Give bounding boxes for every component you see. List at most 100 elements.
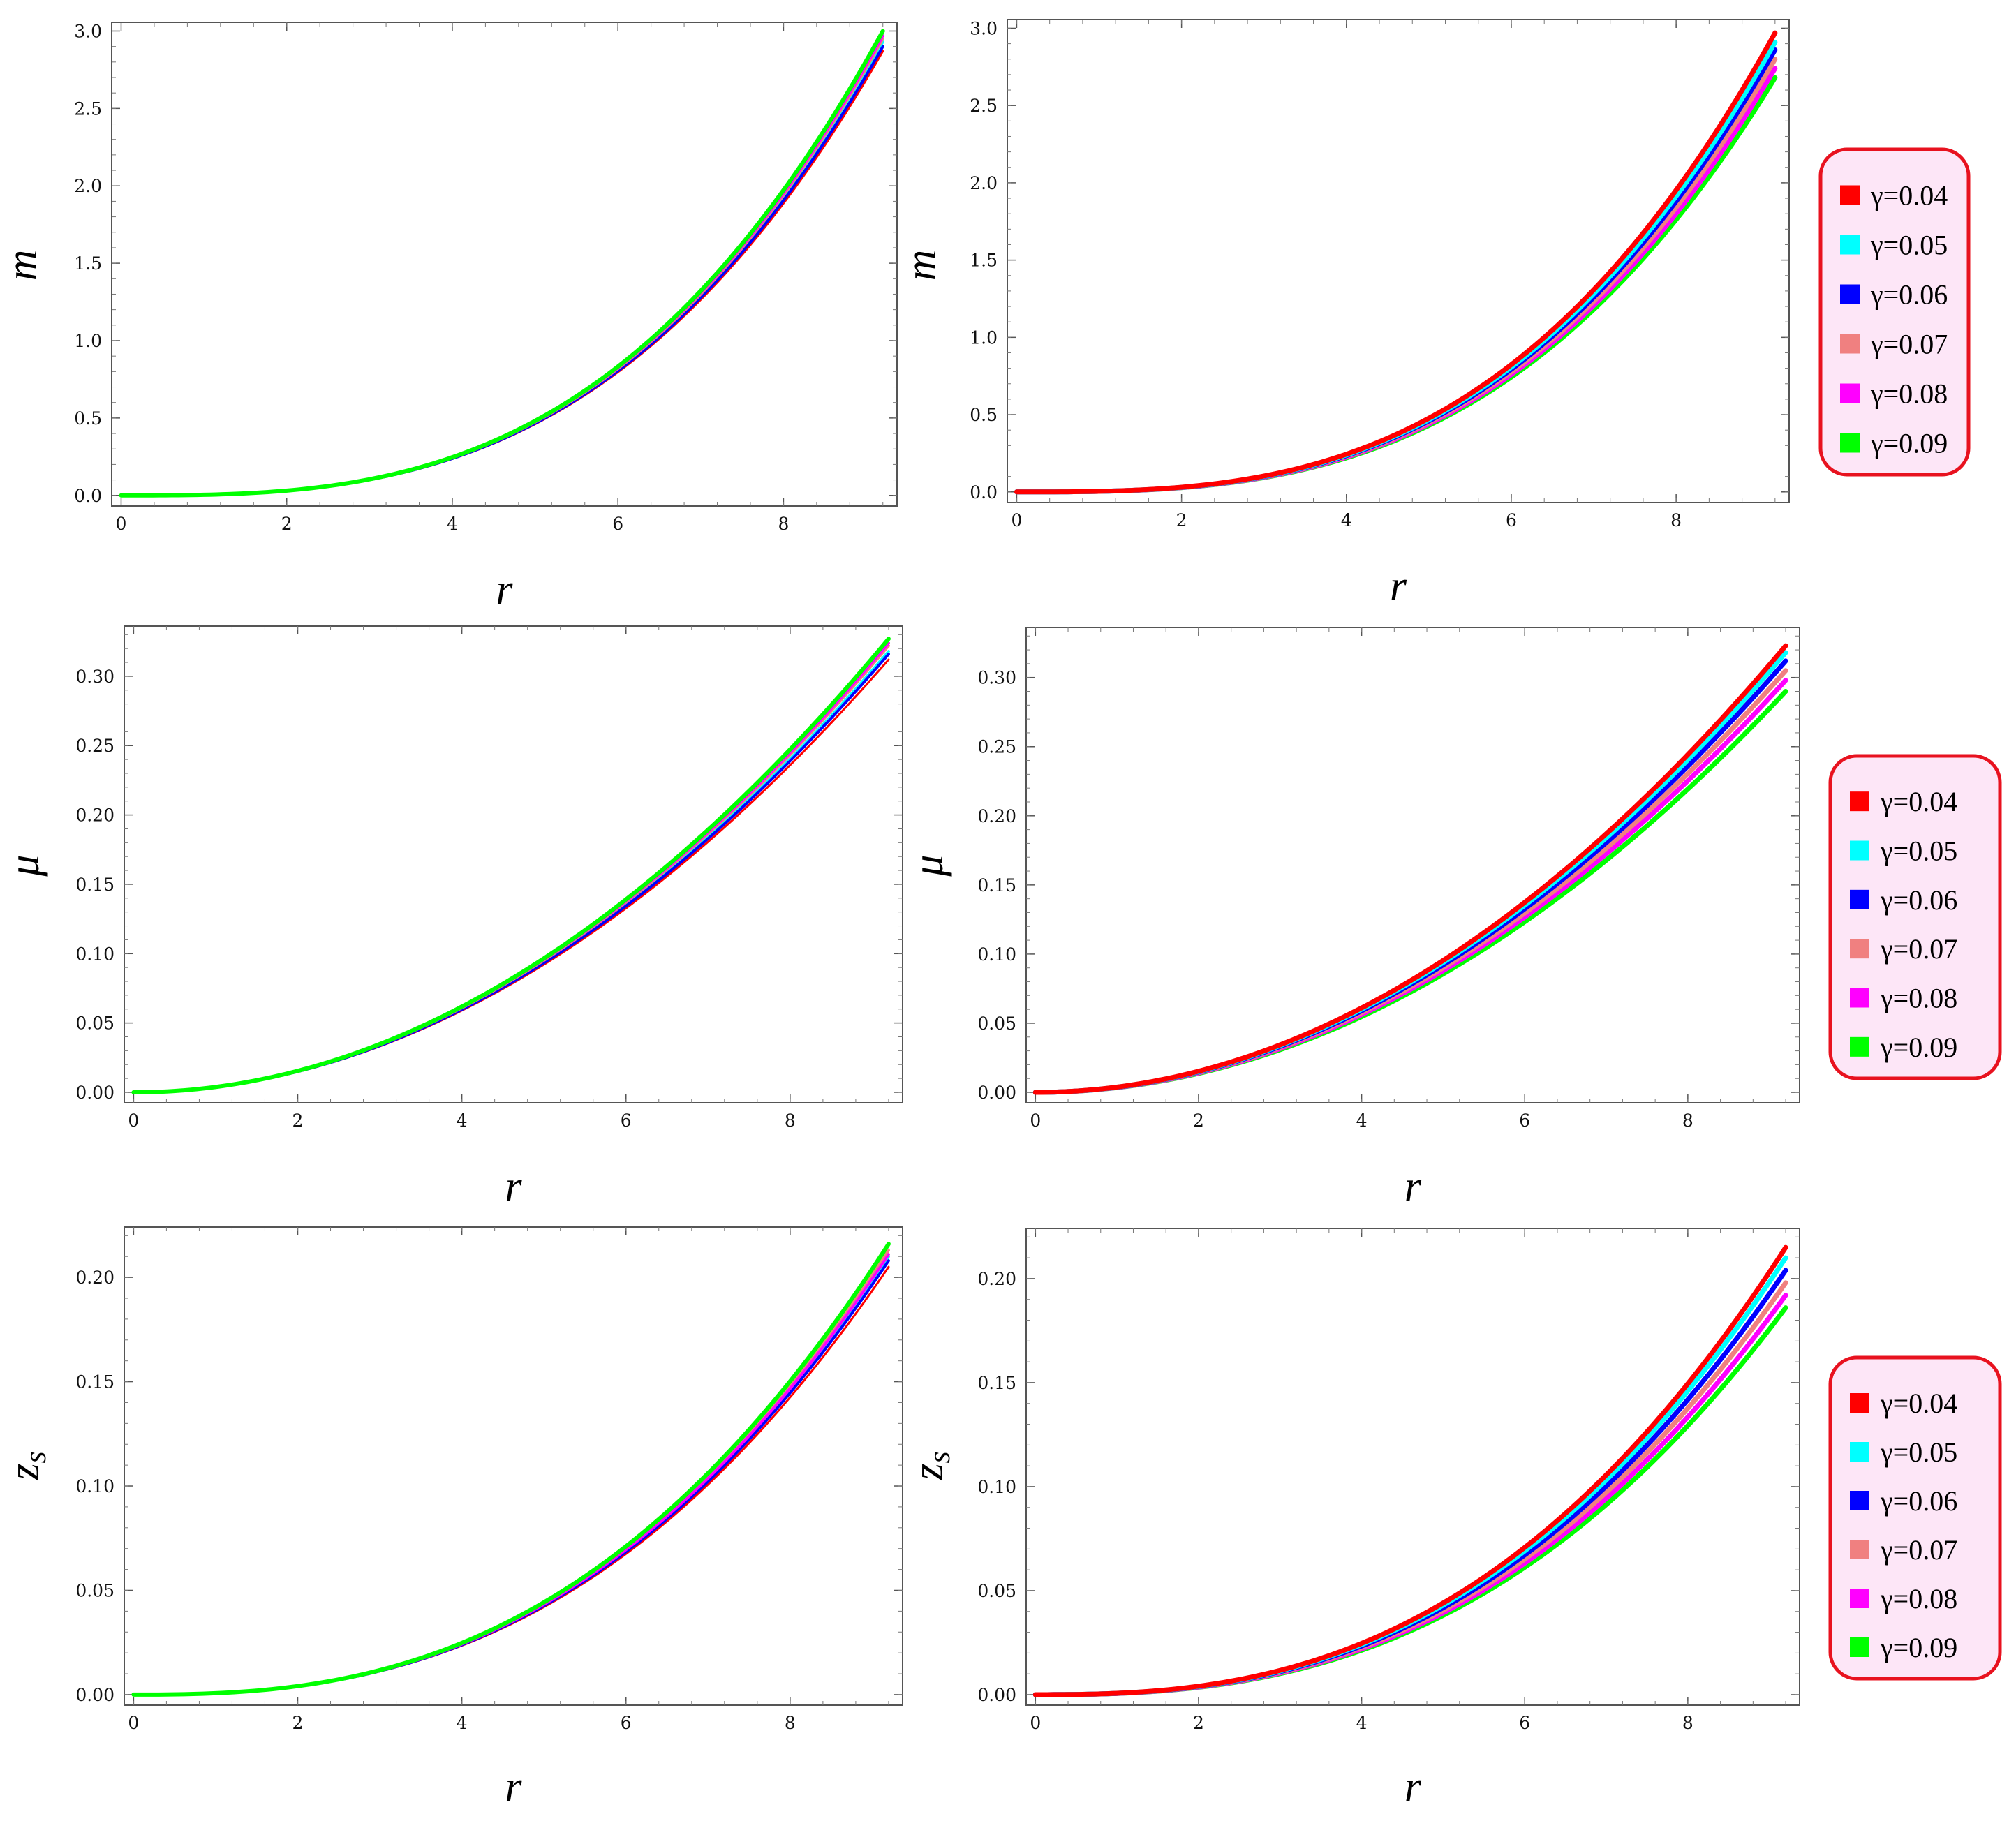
chart-panel-bottom-right: 0 2 4 6 8 0.00 0.05 0.10 0.15 0.20 r zs γ=0.04 γ=0.05…	[905, 1228, 2002, 1811]
y-tick-label: 0.30	[977, 668, 1016, 688]
y-tick-label: 0.30	[75, 667, 114, 687]
y-axis-label: m	[898, 250, 945, 281]
series-line-3	[1032, 658, 1788, 1095]
legend-label-1: γ=0.04	[1880, 1388, 1957, 1419]
x-tick-label: 8	[1682, 1110, 1693, 1131]
legend-label-6: γ=0.09	[1880, 1032, 1957, 1063]
y-tick-label: 0.20	[75, 1268, 114, 1288]
y-tick-label: 2.5	[74, 98, 102, 119]
series-line-4	[1032, 668, 1788, 1095]
y-tick-label: 0.00	[977, 1083, 1016, 1103]
series-line-2	[1014, 39, 1778, 495]
x-tick-label: 4	[1356, 1713, 1368, 1733]
y-tick-label: 0.05	[75, 1013, 114, 1034]
legend-box: γ=0.04 γ=0.05 γ=0.06 γ=0.07 γ=0.08 γ=0.09	[1828, 1355, 2002, 1681]
chart-panel-top-right: 0 2 4 6 8 0.0 0.5 1.0 1.5 2.0 2.5 3.0 r m γ=0.04 γ=0.05…	[898, 18, 1971, 610]
x-tick-label: 4	[1356, 1110, 1368, 1131]
series-line-6	[1032, 689, 1788, 1095]
x-tick-label: 0	[1030, 1713, 1041, 1733]
x-axis-label: r	[496, 566, 513, 614]
series-line-3	[132, 653, 890, 1094]
x-tick-label: 6	[1506, 510, 1517, 530]
y-tick-label: 0.05	[75, 1580, 114, 1600]
x-tick-label: 6	[621, 1110, 632, 1131]
y-axis-label: μ	[905, 854, 952, 877]
legend-label-5: γ=0.08	[1870, 378, 1948, 410]
legend-swatch-1	[1850, 1393, 1869, 1413]
series-line-3	[1014, 47, 1778, 495]
legend-swatch-5	[1850, 988, 1869, 1008]
y-tick-label: 1.0	[74, 331, 102, 351]
y-tick-label: 2.0	[74, 176, 102, 196]
y-tick-label: 0.5	[74, 408, 102, 429]
y-tick-label: 3.0	[970, 18, 998, 38]
series-line-1	[132, 658, 890, 1094]
y-tick-label: 0.15	[75, 875, 114, 895]
x-tick-label: 2	[1193, 1110, 1204, 1131]
series-line-5	[119, 34, 884, 497]
legend-label-2: γ=0.05	[1880, 1436, 1957, 1468]
x-tick-label: 6	[612, 514, 623, 534]
x-axis-label: r	[1404, 1163, 1422, 1210]
y-tick-label: 3.0	[74, 21, 102, 41]
legend-swatch-5	[1850, 1589, 1869, 1608]
legend-label-2: γ=0.05	[1880, 835, 1957, 867]
legend-label-1: γ=0.04	[1880, 786, 1957, 817]
x-tick-label: 2	[281, 514, 292, 534]
y-tick-label: 1.5	[970, 251, 998, 271]
y-tick-label: 0.25	[75, 736, 114, 756]
legend-label-2: γ=0.05	[1870, 230, 1948, 261]
y-tick-label: 0.20	[977, 1269, 1016, 1289]
series-line-6	[1014, 75, 1778, 495]
series-line-5	[132, 641, 890, 1094]
y-axis-label: m	[0, 250, 46, 281]
series-line-5	[1014, 66, 1778, 495]
y-tick-label: 2.0	[970, 173, 998, 193]
y-tick-label: 0.15	[977, 875, 1016, 895]
legend-swatch-5	[1840, 383, 1860, 403]
chart-panel-middle-right: 0 2 4 6 8 0.00 0.05 0.10 0.15 0.20 0.25 0.30 r μ γ=0.0…	[905, 627, 2002, 1210]
plot-frame	[1025, 1228, 1800, 1706]
series-line-2	[132, 1255, 890, 1696]
x-tick-label: 0	[128, 1713, 139, 1733]
series-line-1	[1032, 1244, 1788, 1697]
y-tick-label: 0.00	[75, 1685, 114, 1705]
plot-frame	[1007, 19, 1790, 503]
y-axis-label: μ	[1, 854, 48, 877]
x-axis-label: r	[505, 1163, 522, 1210]
y-tick-label: 0.10	[977, 944, 1016, 965]
legend-label-3: γ=0.06	[1880, 884, 1957, 916]
legend-swatch-4	[1840, 334, 1860, 354]
x-tick-label: 8	[785, 1713, 796, 1733]
legend-swatch-6	[1850, 1036, 1869, 1057]
x-tick-label: 2	[292, 1713, 304, 1733]
series-line-2	[132, 650, 890, 1094]
plot-frame	[124, 625, 903, 1103]
legend-swatch-6	[1850, 1637, 1869, 1657]
series-line-3	[119, 45, 884, 497]
series-line-4	[132, 1249, 890, 1696]
legend-label-5: γ=0.08	[1880, 1583, 1957, 1614]
x-tick-label: 8	[778, 514, 789, 534]
plot-frame	[1025, 627, 1800, 1103]
x-tick-label: 4	[457, 1110, 468, 1131]
y-tick-label: 0.20	[75, 805, 114, 826]
x-tick-label: 8	[1682, 1713, 1693, 1733]
legend-swatch-2	[1840, 235, 1860, 255]
chart-panel-top-left: 0 2 4 6 8 0.0 0.5 1.0 1.5 2.0 2.5 3.0 r m	[0, 21, 898, 614]
x-tick-label: 6	[621, 1713, 632, 1733]
chart-panel-bottom-left: 0 2 4 6 8 0.00 0.05 0.10 0.15 0.20 r zs	[1, 1226, 903, 1811]
legend-label-3: γ=0.06	[1880, 1485, 1957, 1517]
series-line-2	[119, 40, 884, 497]
legend-label-5: γ=0.08	[1880, 983, 1957, 1014]
chart-panel-middle-left: 0 2 4 6 8 0.00 0.05 0.10 0.15 0.20 0.25 0.30 r μ	[1, 625, 903, 1210]
legend-frame	[1828, 754, 2002, 1080]
series-line-4	[119, 37, 884, 497]
y-tick-label: 0.10	[75, 944, 114, 964]
legend-swatch-3	[1840, 284, 1860, 304]
x-axis-label: r	[505, 1763, 522, 1811]
legend-swatch-4	[1850, 939, 1869, 959]
y-tick-label: 0.0	[970, 482, 998, 503]
y-tick-label: 1.5	[74, 253, 102, 274]
